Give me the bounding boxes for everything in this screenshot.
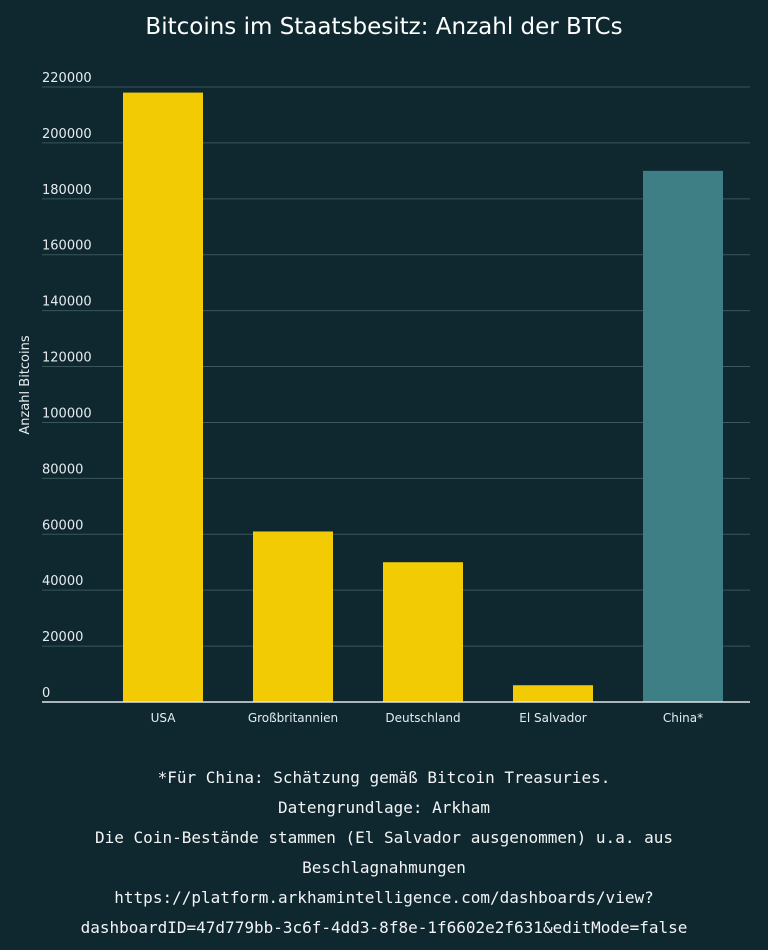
y-tick-label: 140000 [42, 295, 92, 310]
bar-elsalvador [513, 685, 593, 702]
footnote-url: https://platform.arkhamintelligence.com/… [114, 888, 654, 907]
y-tick-label: 100000 [42, 406, 92, 421]
y-tick-label: 220000 [42, 71, 92, 86]
footnote-url-cont: dashboardID=47d779bb-3c6f-4dd3-8f8e-1f66… [80, 918, 688, 937]
y-tick-label: 200000 [42, 127, 92, 142]
x-tick-label: China* [663, 711, 703, 725]
footnote-china: *Für China: Schätzung gemäß Bitcoin Trea… [157, 768, 611, 787]
footnote-origin-cont: Beschlagnahmungen [302, 858, 466, 877]
y-tick-label: 180000 [42, 183, 92, 198]
y-tick-label: 80000 [42, 462, 83, 477]
bar-deutschland [383, 562, 463, 702]
x-tick-label: Deutschland [385, 711, 460, 725]
bar-china [643, 170, 723, 702]
y-tick-label: 20000 [42, 630, 83, 645]
bar-usa [123, 92, 203, 702]
bar-grobritannien [253, 531, 333, 702]
footnote-origin: Die Coin-Bestände stammen (El Salvador a… [95, 828, 673, 847]
y-tick-label: 40000 [42, 574, 83, 589]
y-tick-label: 0 [42, 686, 50, 701]
y-tick-label: 160000 [42, 239, 92, 254]
x-tick-label: USA [151, 711, 177, 725]
footnote-source: Datengrundlage: Arkham [278, 798, 490, 817]
bar-chart: 0 20000 40000 60000 80000 100000 120000 140000 1… [18, 71, 750, 725]
x-tick-label: Großbritannien [248, 711, 338, 725]
y-axis-label: Anzahl Bitcoins [18, 335, 33, 434]
y-tick-label: 60000 [42, 518, 83, 533]
x-tick-label: El Salvador [519, 711, 586, 725]
chart-title: Bitcoins im Staatsbesitz: Anzahl der BTC… [145, 14, 623, 40]
y-tick-label: 120000 [42, 351, 92, 366]
